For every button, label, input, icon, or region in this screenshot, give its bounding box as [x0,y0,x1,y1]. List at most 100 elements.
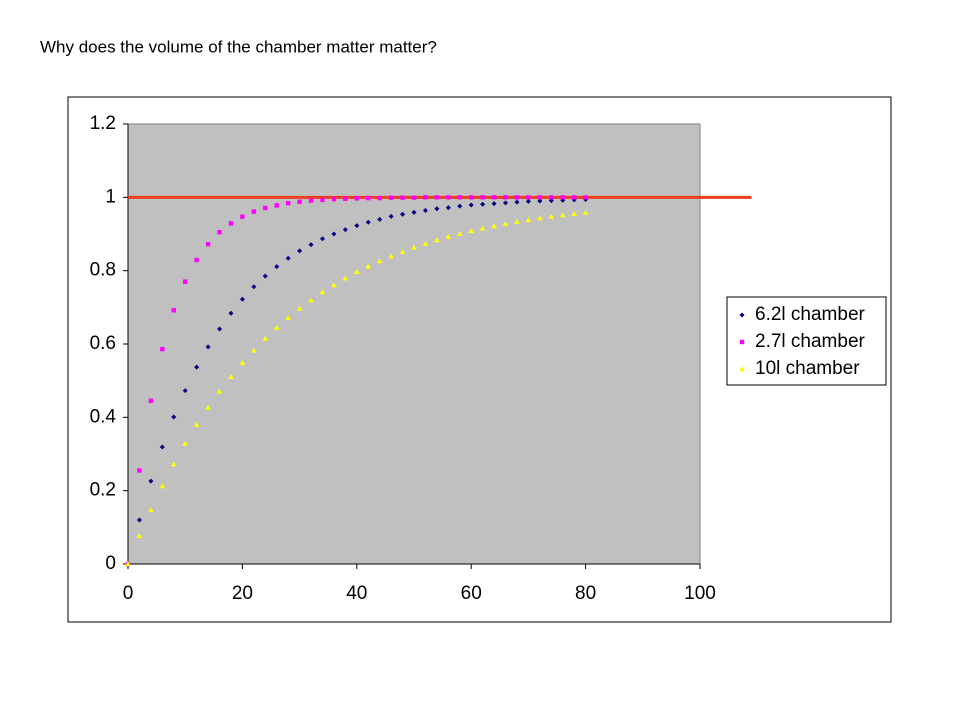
data-point [159,483,166,489]
legend-box [726,296,887,386]
data-point [331,196,337,202]
data-point [296,305,303,311]
data-point [422,240,429,246]
x-tick-label: 100 [684,583,716,604]
data-point [434,206,440,212]
data-point [159,444,165,450]
data-point [228,374,234,379]
data-point [354,196,359,201]
data-point [457,203,463,209]
data-point [423,195,428,200]
data-point [514,199,520,205]
data-point [171,414,177,420]
data-point [571,210,577,216]
data-point [503,195,508,200]
data-point [434,237,440,243]
legend-marker [739,312,745,318]
data-point [365,219,371,225]
data-point [239,296,245,302]
data-point [525,217,532,223]
data-point [388,253,394,259]
y-tick-label: 0.4 [90,406,117,427]
data-point [308,297,314,303]
data-point [273,324,280,330]
data-point [411,244,417,250]
data-point [400,195,405,200]
data-point [526,195,531,200]
data-point [342,275,349,281]
data-point [194,364,200,370]
data-point [537,195,543,200]
data-point [525,198,531,204]
y-tick-label: 1 [105,186,116,207]
data-point [125,561,131,566]
data-point [377,216,383,222]
legend-label: 6.2l chamber [755,304,866,325]
plot-area [127,123,701,565]
data-point [411,209,417,215]
data-point [491,195,497,200]
data-point [320,197,325,203]
x-tick-label: 0 [123,583,134,604]
data-point [537,215,543,221]
data-point [274,203,279,208]
data-point [434,195,440,200]
y-tick-label: 0.2 [90,480,116,501]
data-point [228,310,234,316]
data-point [182,388,188,394]
data-point [194,257,199,263]
x-tick-label: 40 [346,583,367,604]
data-point [240,214,245,219]
data-point [285,314,291,320]
data-point [582,209,589,215]
data-point [376,258,383,264]
y-tick-label: 0.8 [90,260,116,281]
y-tick-label: 1.2 [90,113,116,134]
data-point [319,236,325,242]
data-point [468,202,474,208]
data-point [400,211,406,217]
legend-marker [739,339,745,345]
data-point [205,344,211,350]
data-point [217,229,222,235]
data-point [193,422,200,428]
data-point [148,398,154,404]
data-point [171,308,176,313]
data-point [388,213,394,219]
data-point [571,195,577,200]
y-tick-label: 0 [105,553,116,574]
data-point [446,195,451,200]
data-point [216,388,223,394]
data-point [365,263,372,269]
data-point [136,533,143,539]
data-point [422,208,428,214]
data-point [319,289,326,295]
data-point [354,269,360,275]
data-point [479,225,486,231]
data-point [136,517,142,523]
data-point [457,195,462,200]
data-point [480,201,486,207]
data-point [343,196,348,201]
data-point [183,279,188,284]
data-point [549,195,554,200]
data-point [456,231,463,236]
data-point [251,209,257,214]
data-point [491,223,497,229]
data-point [537,198,543,204]
data-point [514,218,520,224]
data-point [514,195,520,200]
data-point [251,284,257,290]
data-point [502,221,509,227]
data-point [148,507,154,513]
data-point [160,346,165,352]
data-point [297,199,302,204]
data-point [170,461,177,467]
data-point [137,468,142,473]
data-point [388,195,394,200]
x-tick-label: 80 [575,583,596,604]
data-point [411,195,417,200]
data-point [251,347,257,353]
